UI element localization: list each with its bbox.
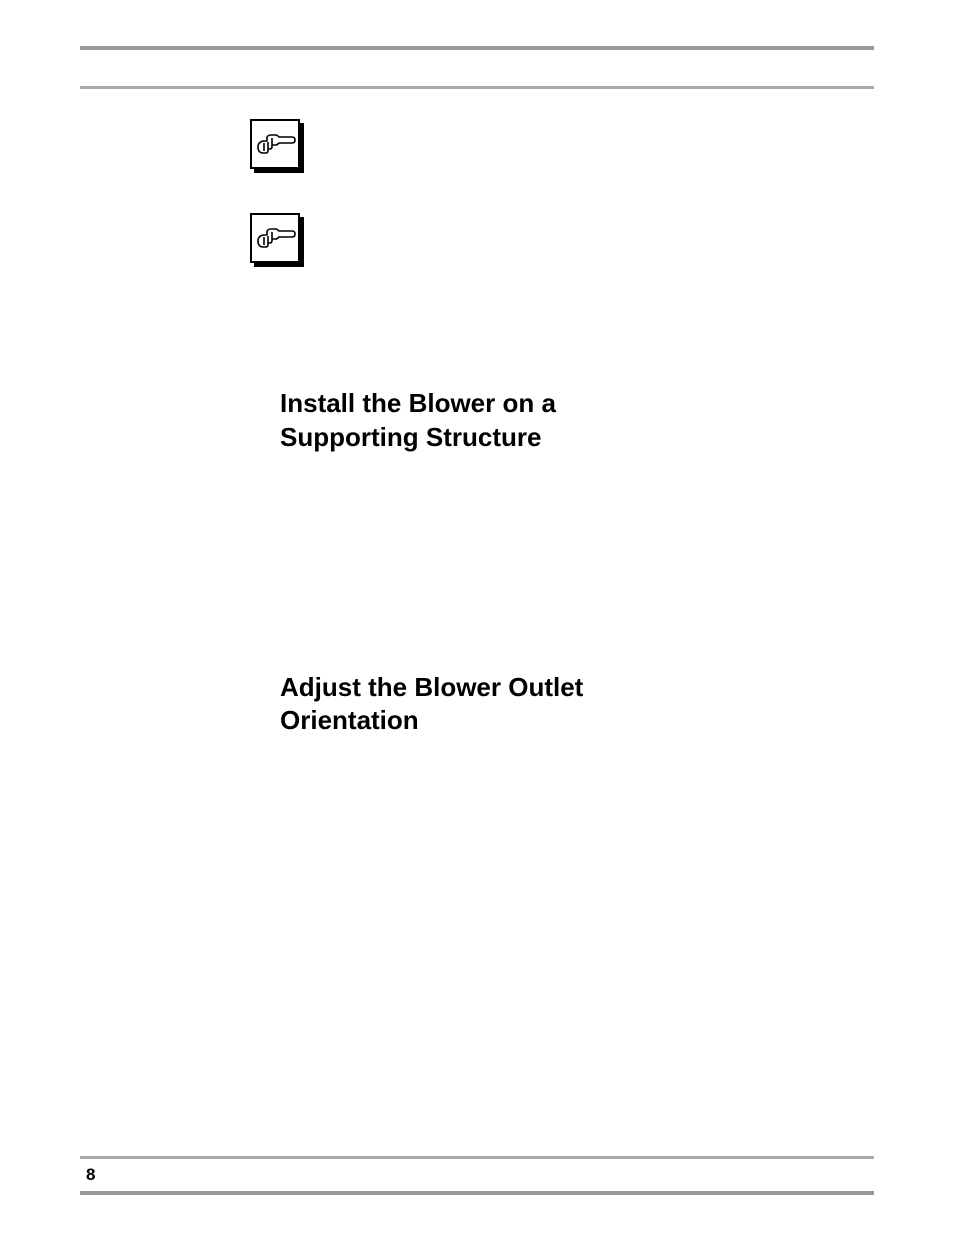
rule-thick-top <box>80 46 874 50</box>
heading-line: Orientation <box>280 705 419 735</box>
footer: 8 <box>80 1156 874 1195</box>
content-area: Install the Blower on a Supporting Struc… <box>80 119 874 738</box>
heading-line: Adjust the Blower Outlet <box>280 672 583 702</box>
left-column <box>80 119 280 738</box>
rule-thin-top <box>80 86 874 89</box>
section-heading: Install the Blower on a Supporting Struc… <box>280 387 874 455</box>
heading-line: Supporting Structure <box>280 422 541 452</box>
pointing-hand-icon <box>254 129 296 159</box>
note-icon-box <box>250 119 304 173</box>
heading-line: Install the Blower on a <box>280 388 556 418</box>
right-column: Install the Blower on a Supporting Struc… <box>280 119 874 738</box>
page: Install the Blower on a Supporting Struc… <box>0 0 954 1235</box>
icon-face <box>250 213 300 263</box>
rule-thin-bottom <box>80 1156 874 1159</box>
rule-thick-bottom <box>80 1191 874 1195</box>
page-number: 8 <box>86 1165 874 1185</box>
pointing-hand-icon <box>254 223 296 253</box>
section-heading: Adjust the Blower Outlet Orientation <box>280 671 874 739</box>
note-icon-box <box>250 213 304 267</box>
icon-face <box>250 119 300 169</box>
header-rules <box>80 46 874 89</box>
